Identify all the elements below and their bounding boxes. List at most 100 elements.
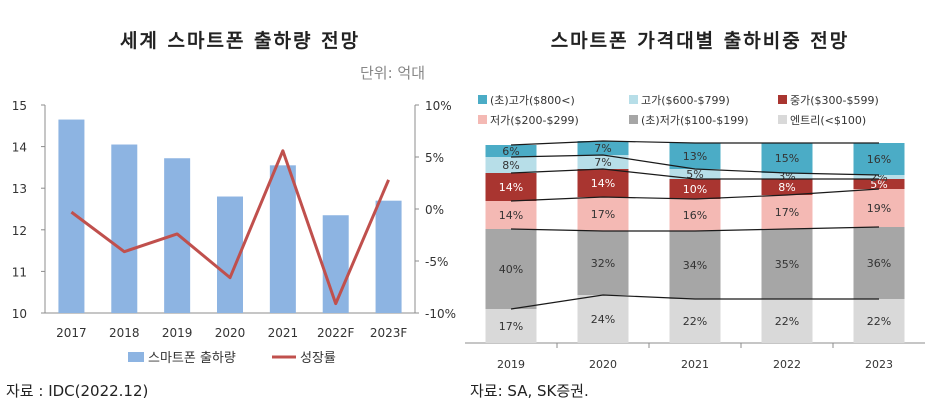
- legend-swatch-low: [478, 115, 487, 124]
- data-label-mid: 14%: [591, 177, 615, 190]
- segment-ultra_low: [853, 227, 905, 299]
- segment-mid: [485, 173, 537, 201]
- segment-high: [761, 173, 813, 179]
- right-y-tick-label: 0%: [425, 203, 444, 217]
- segment-ultra_high: [669, 143, 721, 169]
- segment-high: [577, 155, 629, 169]
- data-label-low: 17%: [591, 208, 615, 221]
- data-label-high: 5%: [686, 168, 703, 181]
- data-label-low: 19%: [867, 202, 891, 215]
- shipment-bar: [269, 165, 296, 313]
- legend-label-growth: 성장률: [300, 351, 336, 366]
- data-label-ultra_high: 7%: [594, 142, 611, 155]
- data-label-mid: 10%: [683, 183, 707, 196]
- right-x-category-label: 2019: [497, 358, 525, 371]
- data-label-ultra_low: 36%: [867, 257, 891, 270]
- right-x-category-label: 2022: [773, 358, 801, 371]
- data-label-entry: 17%: [499, 320, 523, 333]
- growth-rate-line: [70, 149, 390, 306]
- x-category-label: 2021: [268, 326, 299, 340]
- segment-high: [485, 157, 537, 173]
- shipment-bar: [58, 119, 85, 313]
- segment-ultra_high: [853, 143, 905, 175]
- left-chart-source: 자료 : IDC(2022.12): [6, 382, 149, 400]
- segment-ultra_low: [485, 229, 537, 309]
- segment-ultra_high: [577, 141, 629, 155]
- left-y-tick-label: 15: [12, 99, 27, 113]
- segment-entry: [669, 299, 721, 343]
- left-y-tick-label: 11: [12, 265, 27, 279]
- x-category-label: 2019: [162, 326, 193, 340]
- data-label-ultra_high: 13%: [683, 150, 707, 163]
- segment-entry: [485, 309, 537, 343]
- data-label-ultra_high: 6%: [502, 145, 519, 158]
- right-y-tick-label: 10%: [425, 99, 452, 113]
- data-label-mid: 8%: [778, 181, 795, 194]
- legend-label-high: 고가($600-$799): [641, 94, 730, 107]
- data-label-low: 14%: [499, 209, 523, 222]
- data-label-entry: 22%: [683, 315, 707, 328]
- shipment-bar: [322, 215, 349, 313]
- connector-line-entry: [510, 294, 879, 310]
- legend-label-ultra_high: (초)고가($800<): [490, 94, 575, 107]
- data-label-high: 8%: [502, 159, 519, 172]
- segment-low: [485, 201, 537, 229]
- right-x-category-label: 2023: [865, 358, 893, 371]
- segment-mid: [761, 179, 813, 195]
- connector-line-high: [510, 154, 880, 176]
- right-x-category-label: 2020: [589, 358, 617, 371]
- right-x-category-label: 2021: [681, 358, 709, 371]
- data-label-ultra_low: 40%: [499, 263, 523, 276]
- legend-label-low: 저가($200-$299): [490, 114, 579, 127]
- x-category-label: 2020: [215, 326, 246, 340]
- left-chart-title: 세계 스마트폰 출하량 전망: [119, 30, 361, 52]
- legend-swatch-ultra_low: [629, 115, 638, 124]
- x-category-label: 2023F: [370, 326, 408, 340]
- left-y-tick-label: 12: [12, 224, 27, 238]
- connector-line-low: [510, 188, 880, 202]
- right-chart-source: 자료: SA, SK증권.: [470, 382, 589, 400]
- data-label-mid: 5%: [870, 178, 887, 191]
- segment-entry: [577, 295, 629, 343]
- shipment-bar: [375, 200, 402, 313]
- connector-line-ultra_high: [510, 140, 879, 146]
- segment-mid: [669, 179, 721, 199]
- legend-swatch-mid: [778, 95, 787, 104]
- data-label-high: 7%: [594, 156, 611, 169]
- legend-swatch-entry: [778, 115, 787, 124]
- segment-low: [669, 199, 721, 231]
- right-y-tick-label: -5%: [425, 255, 448, 269]
- segment-low: [853, 189, 905, 227]
- connector-line-mid: [510, 168, 879, 180]
- left-y-tick-label: 14: [12, 141, 27, 155]
- segment-mid: [853, 179, 905, 189]
- data-label-entry: 22%: [867, 315, 891, 328]
- left-y-tick-label: 13: [12, 182, 27, 196]
- right-y-tick-label: -10%: [425, 307, 456, 321]
- data-label-ultra_low: 35%: [775, 258, 799, 271]
- segment-mid: [577, 169, 629, 197]
- segment-high: [853, 175, 905, 179]
- legend-label-ultra_low: (초)저가($100-$199): [641, 114, 748, 127]
- left-chart-unit: 단위: 억대: [360, 64, 426, 82]
- data-label-mid: 14%: [499, 181, 523, 194]
- segment-ultra_low: [577, 231, 629, 295]
- x-category-label: 2017: [56, 326, 87, 340]
- x-category-label: 2022F: [317, 326, 355, 340]
- data-label-ultra_low: 34%: [683, 259, 707, 272]
- shipment-bar: [111, 144, 138, 313]
- x-category-label: 2018: [109, 326, 140, 340]
- right-chart-title: 스마트폰 가격대별 출하비중 전망: [550, 30, 850, 52]
- segment-entry: [761, 299, 813, 343]
- segment-ultra_high: [485, 145, 537, 157]
- legend-swatch-ultra_high: [478, 95, 487, 104]
- segment-high: [669, 169, 721, 179]
- segment-entry: [853, 299, 905, 343]
- data-label-ultra_high: 16%: [867, 153, 891, 166]
- segment-ultra_high: [761, 143, 813, 173]
- segment-low: [577, 197, 629, 231]
- legend-label-mid: 중가($300-$599): [790, 94, 879, 107]
- data-label-ultra_low: 32%: [591, 257, 615, 270]
- connector-line-ultra_low: [510, 226, 880, 232]
